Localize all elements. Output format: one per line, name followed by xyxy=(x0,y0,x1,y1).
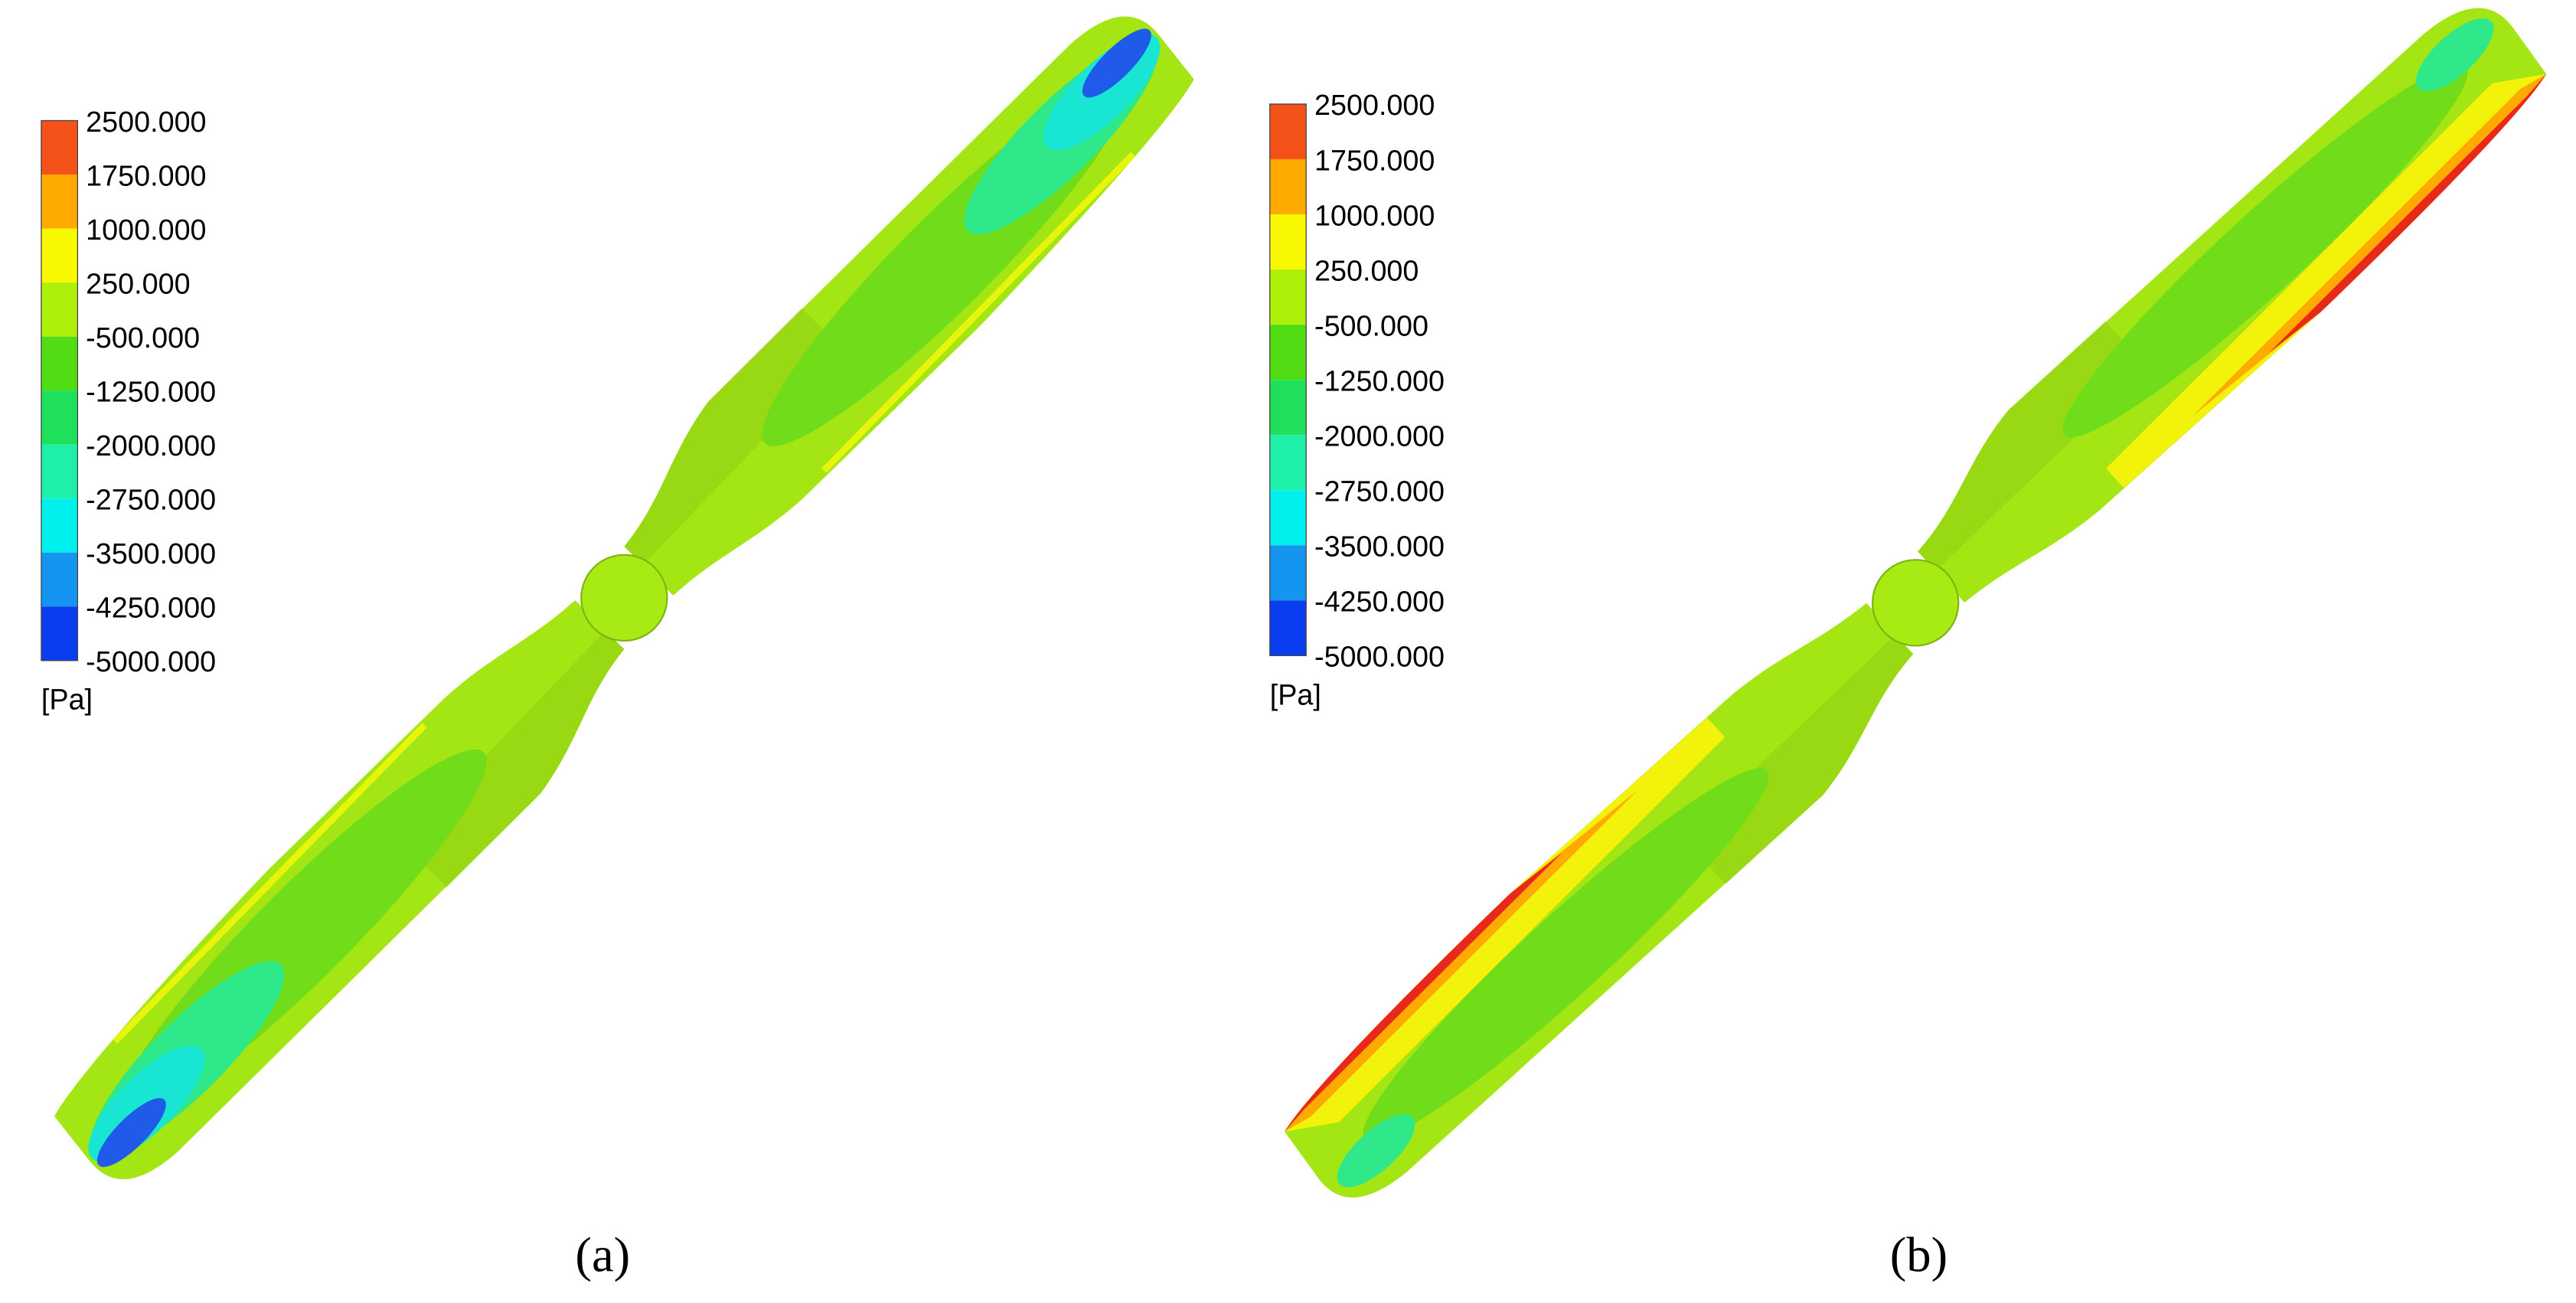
legend-band xyxy=(41,228,78,283)
propeller xyxy=(54,16,1194,1180)
contour-teal xyxy=(1337,1114,1415,1187)
color-legend: 2500.000 1750.000 1000.000 250.000 -500.000 -… xyxy=(41,106,216,716)
legend-band xyxy=(41,336,78,391)
blade xyxy=(624,16,1194,596)
blade-shade xyxy=(402,630,625,888)
legend-label: 1000.000 xyxy=(1314,199,1435,231)
legend-band xyxy=(1269,103,1307,159)
hub xyxy=(1872,559,1960,647)
legend-label: 250.000 xyxy=(1314,254,1419,286)
blade xyxy=(1285,603,1914,1198)
legend-band xyxy=(1269,600,1307,656)
legend-band xyxy=(1269,545,1307,601)
legend-label: -5000.000 xyxy=(1314,641,1445,673)
propeller xyxy=(1285,8,2547,1198)
legend-label: -500.000 xyxy=(1314,309,1428,341)
legend-band xyxy=(41,552,78,607)
legend-label: -5000.000 xyxy=(86,645,216,678)
contour-green xyxy=(2062,64,2468,438)
legend-label: -4250.000 xyxy=(1314,586,1445,618)
legend-label: -2000.000 xyxy=(1314,420,1445,452)
legend-label: -1250.000 xyxy=(86,375,216,407)
contour-teal xyxy=(2415,18,2494,92)
legend-unit: [Pa] xyxy=(1270,678,1321,710)
contour-blue xyxy=(1082,28,1151,98)
legend-label: 2500.000 xyxy=(86,106,206,138)
legend-band xyxy=(1269,490,1307,546)
legend-frame xyxy=(1269,103,1307,657)
legend-label: -500.000 xyxy=(86,322,200,354)
blade xyxy=(1918,8,2547,603)
legend-frame xyxy=(41,119,79,661)
edge-orange xyxy=(1285,789,1639,1132)
legend-band xyxy=(1269,435,1307,491)
legend-band xyxy=(1269,269,1307,325)
legend-band xyxy=(41,606,78,661)
edge-yellow xyxy=(1285,717,1725,1132)
color-legend: 2500.000 1750.000 1000.000 250.000 -500.000 -… xyxy=(1269,89,1445,710)
edge-yellow xyxy=(821,152,1136,473)
legend-band xyxy=(1269,158,1307,215)
legend-label: -3500.000 xyxy=(86,537,216,570)
legend-label: 1750.000 xyxy=(1314,144,1435,176)
legend-label: -3500.000 xyxy=(1314,531,1445,563)
legend-band xyxy=(1269,380,1307,436)
legend-label: -2000.000 xyxy=(86,429,216,462)
legend-label: 1750.000 xyxy=(86,159,206,191)
contour-blue xyxy=(96,1098,166,1167)
legend-label: 1000.000 xyxy=(86,214,206,246)
blade-shade xyxy=(624,308,847,566)
legend-label: 250.000 xyxy=(86,267,190,299)
legend-band xyxy=(41,444,78,499)
legend-unit: [Pa] xyxy=(41,684,93,716)
legend-band xyxy=(41,282,78,337)
legend-band xyxy=(41,390,78,445)
edge-orange xyxy=(2192,73,2547,416)
panel-label: (b) xyxy=(1890,1227,1948,1282)
legend-band xyxy=(41,175,78,229)
legend-label: -2750.000 xyxy=(86,484,216,516)
legend-band xyxy=(41,120,78,175)
legend-label: -4250.000 xyxy=(86,592,216,624)
hub xyxy=(580,554,668,642)
legend-label: -1250.000 xyxy=(1314,364,1445,397)
edge-yellow xyxy=(2106,73,2547,488)
legend-band xyxy=(1269,325,1307,380)
contour-green xyxy=(1363,768,1769,1141)
blade xyxy=(54,599,625,1180)
panel-label: (a) xyxy=(575,1227,630,1282)
legend-label: 2500.000 xyxy=(1314,89,1435,121)
legend-band xyxy=(41,498,78,553)
legend-band xyxy=(1269,214,1307,270)
legend-label: -2750.000 xyxy=(1314,475,1445,508)
edge-yellow xyxy=(113,723,427,1044)
